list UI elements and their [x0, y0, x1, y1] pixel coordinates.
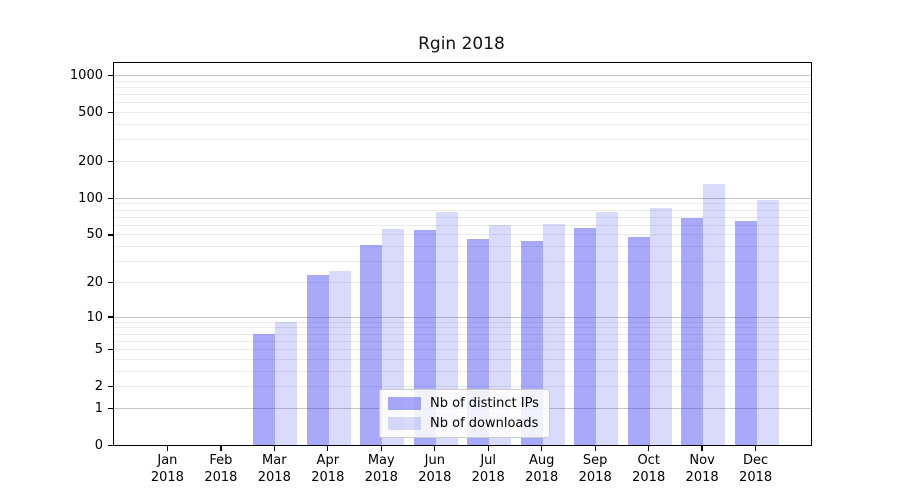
x-tick-label: Dec 2018 — [739, 453, 773, 485]
gridline-minor — [114, 370, 811, 372]
bar-ips-mar — [253, 333, 276, 445]
y-tick-label: 1000 — [69, 67, 103, 83]
gridline-minor — [114, 139, 811, 141]
x-tick-label: Mar 2018 — [257, 453, 291, 485]
y-tick-mark — [108, 316, 113, 318]
gridline-minor — [114, 349, 811, 350]
legend: Nb of distinct IPs Nb of downloads — [379, 389, 550, 438]
gridline-minor — [114, 216, 811, 218]
gridline-minor — [114, 281, 811, 283]
y-tick-mark — [108, 444, 113, 447]
gridline-minor — [114, 386, 811, 388]
gridline-minor — [114, 224, 811, 226]
bar-downloads-dec — [756, 200, 779, 445]
y-tick-label: 200 — [78, 153, 103, 169]
gridline-minor — [114, 358, 811, 360]
x-tick-mark — [220, 445, 222, 451]
x-tick-label: Sep 2018 — [578, 453, 612, 485]
bar-downloads-nov — [703, 183, 726, 445]
legend-label: Nb of distinct IPs — [430, 396, 539, 411]
gridline-minor — [114, 86, 811, 88]
y-tick-label: 100 — [78, 190, 103, 206]
y-tick-label: 50 — [86, 227, 103, 243]
x-tick-label: Apr 2018 — [311, 453, 345, 485]
y-tick-label: 0 — [94, 438, 103, 453]
y-tick-mark — [108, 160, 113, 163]
y-tick-label: 2 — [94, 379, 103, 395]
gridline-minor — [114, 234, 811, 236]
x-tick-label: Nov 2018 — [685, 453, 719, 485]
x-tick-mark — [434, 445, 436, 451]
bar-downloads-jun — [435, 212, 458, 445]
bar-downloads-sep — [596, 212, 619, 445]
plot-area: Nb of distinct IPs Nb of downloads — [113, 62, 812, 446]
y-tick-mark — [108, 407, 113, 410]
gridline-minor — [114, 203, 811, 205]
gridline-minor — [114, 321, 811, 323]
x-tick-label: Jul 2018 — [471, 453, 505, 485]
gridline-minor — [114, 123, 811, 125]
gridline-minor — [114, 209, 811, 211]
gridline-minor — [114, 333, 811, 335]
gridline-minor — [114, 340, 811, 342]
bar-ips-oct — [627, 236, 650, 445]
x-tick-mark — [701, 445, 703, 451]
y-tick-label: 1 — [94, 400, 103, 416]
x-tick-mark — [487, 445, 489, 451]
legend-label: Nb of downloads — [430, 416, 539, 431]
y-tick-mark — [108, 234, 113, 236]
y-tick-mark — [108, 348, 113, 351]
y-tick-label: 10 — [86, 309, 103, 325]
legend-swatch-ips — [388, 397, 421, 410]
x-tick-label: Jan 2018 — [150, 453, 184, 485]
y-tick-mark — [108, 197, 113, 199]
legend-item: Nb of downloads — [388, 416, 539, 431]
y-tick-label: 5 — [94, 342, 103, 357]
bar-ips-sep — [574, 228, 597, 445]
gridline-major — [114, 74, 811, 76]
gridline-minor — [114, 246, 811, 248]
y-tick-mark — [108, 74, 113, 77]
x-tick-mark — [754, 445, 757, 451]
bar-ips-nov — [681, 218, 704, 445]
x-tick-label: Oct 2018 — [632, 453, 666, 485]
x-tick-mark — [648, 445, 650, 451]
y-tick-label: 20 — [86, 274, 103, 290]
bar-ips-apr — [306, 274, 329, 445]
bar-downloads-apr — [328, 270, 351, 445]
gridline-minor — [114, 327, 811, 329]
x-tick-mark — [380, 445, 382, 451]
gridline-minor — [114, 94, 811, 95]
bar-downloads-mar — [275, 321, 298, 445]
x-tick-label: May 2018 — [364, 453, 398, 485]
gridline-minor — [114, 160, 811, 162]
x-tick-label: Jun 2018 — [418, 453, 452, 485]
x-tick-mark — [273, 445, 275, 451]
bar-ips-may — [360, 244, 383, 445]
x-tick-label: Feb 2018 — [204, 453, 238, 485]
bar-ips-dec — [734, 221, 757, 445]
gridline-major — [114, 316, 811, 318]
legend-item: Nb of distinct IPs — [388, 396, 539, 411]
bar-downloads-oct — [649, 208, 672, 445]
x-tick-mark — [594, 445, 596, 451]
y-tick-mark — [108, 281, 113, 284]
y-tick-mark — [108, 111, 113, 114]
x-tick-label: Aug 2018 — [525, 453, 559, 485]
x-tick-mark — [166, 445, 169, 451]
y-tick-mark — [108, 386, 113, 388]
x-tick-mark — [541, 445, 543, 451]
gridline-minor — [114, 261, 811, 263]
gridline-minor — [114, 80, 811, 82]
gridline-major — [114, 197, 811, 199]
gridline-minor — [114, 112, 811, 113]
chart-title: Rgin 2018 — [418, 34, 505, 54]
x-tick-mark — [327, 445, 329, 451]
gridline-minor — [114, 102, 811, 104]
y-tick-label: 500 — [78, 105, 103, 120]
legend-swatch-downloads — [388, 417, 421, 430]
